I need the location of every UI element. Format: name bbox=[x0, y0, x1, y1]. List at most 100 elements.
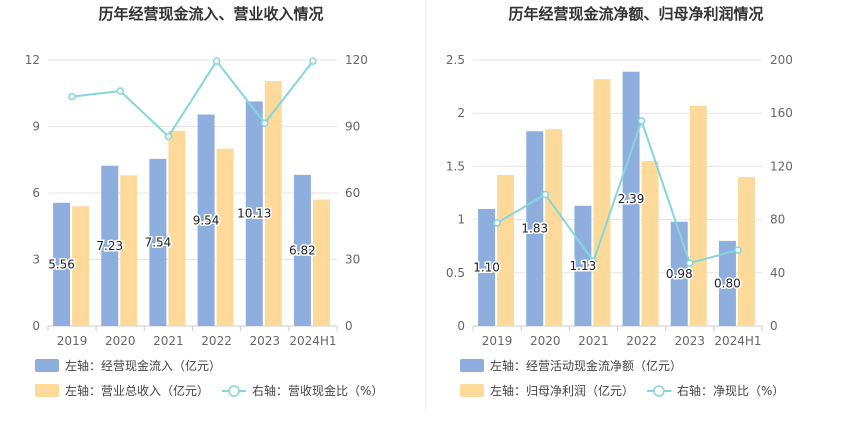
bar-secondary bbox=[264, 81, 282, 326]
bar-data-label: 1.10 bbox=[473, 260, 500, 274]
left-axis-tick-label: 12 bbox=[25, 53, 40, 67]
bar-secondary bbox=[641, 161, 659, 326]
bar-data-label: 7.23 bbox=[96, 239, 123, 253]
bar-secondary bbox=[216, 148, 234, 326]
legend-label: 左轴：归母净利润（亿元） bbox=[490, 383, 634, 398]
bar-data-label: 2.39 bbox=[618, 192, 645, 206]
right-axis-tick-label: 90 bbox=[345, 120, 360, 134]
ratio-line bbox=[71, 59, 314, 139]
x-axis-tick-label: 2024H1 bbox=[714, 334, 761, 348]
x-axis-tick-label: 2020 bbox=[105, 334, 136, 348]
left-axis-tick-label: 6 bbox=[32, 186, 40, 200]
right-axis-tick-label: 30 bbox=[345, 253, 360, 267]
x-axis-tick-label: 2021 bbox=[578, 334, 609, 348]
left-axis-tick-label: 2 bbox=[457, 106, 465, 120]
x-axis-tick-label: 2023 bbox=[674, 334, 705, 348]
x-axis-tick-label: 2022 bbox=[626, 334, 657, 348]
bar-secondary bbox=[168, 130, 186, 326]
bar-secondary bbox=[312, 199, 330, 326]
legend-label: 左轴：营业总收入（亿元） bbox=[65, 383, 209, 398]
legend-label: 右轴：净现比（%） bbox=[677, 383, 784, 398]
x-axis-tick-label: 2021 bbox=[153, 334, 184, 348]
right-axis-tick-label: 160 bbox=[770, 106, 793, 120]
bar-data-label: 10.13 bbox=[237, 207, 271, 221]
bar-secondary bbox=[545, 129, 563, 326]
chart-title: 历年经营现金流净额、归母净利润情况 bbox=[508, 5, 763, 23]
bar-data-label: 5.56 bbox=[48, 257, 75, 271]
bar-secondary bbox=[497, 174, 515, 326]
x-axis-tick-label: 2022 bbox=[201, 334, 232, 348]
ratio-point bbox=[637, 117, 646, 125]
bar-primary bbox=[670, 221, 688, 326]
ratio-point bbox=[541, 190, 549, 199]
bar-data-label: 0.80 bbox=[714, 276, 741, 290]
bar-data-label: 1.83 bbox=[521, 222, 548, 236]
bar-primary bbox=[718, 240, 736, 326]
right-chart: 历年经营现金流净额、归母净利润情况 0 0.5 1 1.5 2 2.5 0 40 80 120 160… bbox=[446, 5, 793, 398]
x-axis-tick-label: 2023 bbox=[249, 334, 280, 348]
right-axis-tick-label: 120 bbox=[770, 159, 793, 173]
ratio-line bbox=[496, 117, 739, 265]
left-axis-tick-label: 3 bbox=[32, 253, 40, 267]
bar-data-label: 6.82 bbox=[289, 243, 316, 257]
ratio-point bbox=[309, 57, 317, 65]
legend-swatch bbox=[35, 359, 59, 372]
bar-primary bbox=[293, 174, 311, 326]
bar-primary bbox=[53, 202, 71, 326]
bar-secondary bbox=[120, 175, 138, 326]
ratio-point bbox=[164, 132, 173, 141]
bar-primary bbox=[574, 205, 592, 326]
ratio-point bbox=[212, 57, 221, 65]
left-axis-tick-label: 1 bbox=[457, 213, 465, 227]
ratio-point bbox=[734, 246, 742, 254]
chart-divider bbox=[425, 0, 426, 410]
right-axis-tick-label: 0 bbox=[770, 319, 778, 333]
bar-data-label: 1.13 bbox=[570, 259, 597, 273]
left-axis-tick-label: 9 bbox=[32, 120, 40, 134]
right-axis-tick-label: 200 bbox=[770, 53, 793, 67]
legend-swatch bbox=[460, 384, 484, 397]
right-axis-tick-label: 120 bbox=[345, 53, 368, 67]
bar-primary bbox=[101, 165, 119, 326]
x-axis-tick-label: 2020 bbox=[530, 334, 561, 348]
left-axis-tick-label: 0 bbox=[457, 319, 465, 333]
bar-secondary bbox=[737, 177, 755, 326]
legend-line-marker bbox=[653, 385, 665, 397]
bar-primary bbox=[149, 158, 167, 326]
bar-data-label: 7.54 bbox=[145, 235, 172, 249]
legend-label: 左轴：经营活动现金流净额（亿元） bbox=[490, 358, 682, 373]
ratio-point bbox=[493, 219, 501, 227]
ratio-point bbox=[589, 257, 598, 265]
ratio-point bbox=[261, 119, 269, 127]
legend-swatch bbox=[460, 359, 484, 372]
ratio-point bbox=[686, 259, 694, 267]
legend-line-marker bbox=[228, 385, 240, 397]
legend-label: 右轴：营收现金比（%） bbox=[252, 383, 383, 398]
chart-title: 历年经营现金流入、营业收入情况 bbox=[98, 5, 323, 23]
bar-primary bbox=[622, 71, 640, 326]
right-axis-tick-label: 80 bbox=[770, 213, 785, 227]
bar-secondary bbox=[689, 105, 707, 326]
left-axis-tick-label: 2.5 bbox=[446, 53, 465, 67]
right-axis-tick-label: 0 bbox=[345, 319, 353, 333]
bar-primary bbox=[526, 131, 544, 326]
ratio-point bbox=[68, 92, 76, 101]
left-axis-tick-label: 1.5 bbox=[446, 159, 465, 173]
bar-secondary bbox=[72, 206, 90, 326]
bar-primary bbox=[197, 114, 215, 326]
left-axis-tick-label: 0 bbox=[32, 319, 40, 333]
right-axis-tick-label: 40 bbox=[770, 266, 785, 280]
bar-data-label: 9.54 bbox=[193, 213, 220, 227]
legend-swatch bbox=[35, 384, 59, 397]
x-axis-tick-label: 2019 bbox=[482, 334, 513, 348]
left-axis-tick-label: 0.5 bbox=[446, 266, 465, 280]
bar-primary bbox=[245, 101, 263, 327]
x-axis-tick-label: 2019 bbox=[57, 334, 88, 348]
x-axis-tick-label: 2024H1 bbox=[289, 334, 336, 348]
bar-data-label: 0.98 bbox=[666, 267, 693, 281]
ratio-point bbox=[116, 87, 124, 95]
right-axis-tick-label: 60 bbox=[345, 186, 360, 200]
legend-label: 左轴：经营现金流入（亿元） bbox=[65, 358, 221, 373]
